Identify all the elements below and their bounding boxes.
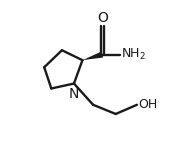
- Text: NH$_2$: NH$_2$: [121, 47, 146, 62]
- Text: OH: OH: [138, 98, 158, 111]
- Polygon shape: [82, 51, 103, 60]
- Text: N: N: [69, 87, 79, 101]
- Text: O: O: [97, 11, 108, 25]
